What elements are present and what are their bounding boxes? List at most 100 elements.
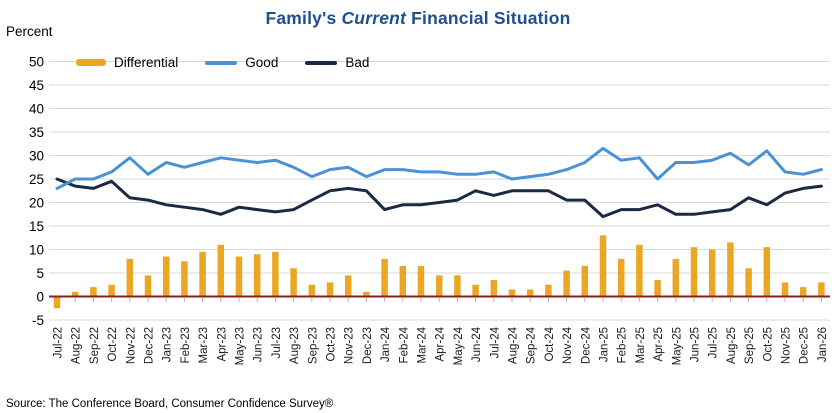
bar-differential xyxy=(617,258,625,297)
x-tick-label: Jan-24 xyxy=(380,326,392,362)
x-tick-label: Dec-24 xyxy=(580,326,592,364)
title-prefix: Family's xyxy=(265,8,342,28)
x-tick-label: Apr-23 xyxy=(216,327,228,362)
bar-differential xyxy=(708,249,716,297)
x-tick-label: Jan-23 xyxy=(162,327,174,362)
y-tick-label: 30 xyxy=(29,148,44,163)
y-tick-label: 10 xyxy=(29,242,44,257)
x-tick-label: Jul-25 xyxy=(708,327,720,358)
bar-differential xyxy=(763,247,771,297)
y-tick-label: -5 xyxy=(32,313,44,328)
x-tick-label: Oct-22 xyxy=(107,327,119,362)
x-tick-label: Dec-22 xyxy=(144,327,156,364)
x-tick-label: Mar-24 xyxy=(417,326,429,363)
bar-differential xyxy=(344,275,352,297)
y-tick-label: 35 xyxy=(29,125,44,140)
legend-label-bad: Bad xyxy=(345,55,370,70)
bar-differential xyxy=(290,268,297,297)
bar-differential xyxy=(181,261,188,297)
page-title: Family's Current Financial Situation xyxy=(0,8,836,29)
bar-differential xyxy=(636,244,643,297)
x-tick-label: May-25 xyxy=(671,327,683,365)
bar-differential xyxy=(599,235,607,297)
legend: Differential Good Bad xyxy=(76,55,369,70)
x-tick-label: Dec-23 xyxy=(362,327,374,364)
bar-differential xyxy=(399,265,407,297)
legend-item-bad: Bad xyxy=(305,55,369,70)
y-tick-label: 0 xyxy=(36,289,44,304)
x-tick-label: Sep-23 xyxy=(307,327,319,364)
x-tick-label: Feb-25 xyxy=(617,327,629,363)
bar-differential xyxy=(144,275,152,297)
line-good xyxy=(55,146,823,190)
bar-differential xyxy=(654,280,661,297)
legend-item-differential: Differential xyxy=(76,55,178,70)
y-tick-label: 50 xyxy=(29,54,44,69)
bar-differential xyxy=(818,282,825,297)
bar-differential xyxy=(199,251,206,297)
bar-differential xyxy=(217,244,225,297)
bar-differential xyxy=(326,282,334,297)
x-tick-label: Aug-22 xyxy=(71,327,83,364)
x-tick-label: Jul-24 xyxy=(489,326,501,358)
x-tick-label: May-23 xyxy=(235,327,247,365)
title-suffix: Financial Situation xyxy=(406,8,571,28)
x-tick-label: Sep-22 xyxy=(89,327,101,364)
legend-label-good: Good xyxy=(245,55,279,70)
bar-differential xyxy=(435,275,443,297)
legend-item-good: Good xyxy=(205,55,278,70)
x-tick-label: Jun-23 xyxy=(253,327,265,362)
line-bad xyxy=(55,177,823,219)
bar-differential xyxy=(53,296,61,309)
bar-differential xyxy=(799,287,807,297)
x-tick-label: Mar-23 xyxy=(198,327,210,363)
x-tick-label: Nov-24 xyxy=(562,326,574,364)
x-tick-label: Feb-24 xyxy=(398,326,410,363)
bar-differential xyxy=(417,265,425,297)
x-tick-label: Jul-23 xyxy=(271,327,283,358)
bar-differential xyxy=(235,256,243,297)
y-tick-label: 45 xyxy=(29,78,44,93)
title-emphasis: Current xyxy=(341,8,407,28)
bar-differential xyxy=(472,284,479,297)
bar-differential xyxy=(690,247,698,297)
x-tick-label: Oct-25 xyxy=(762,327,774,362)
bar-differential xyxy=(581,265,589,297)
x-tick-label: Mar-25 xyxy=(635,327,647,363)
x-tick-label: Sep-24 xyxy=(526,326,538,364)
bar-differential xyxy=(745,268,752,297)
bar-differential xyxy=(71,291,79,297)
x-tick-label: Nov-23 xyxy=(344,327,356,364)
bar-differential xyxy=(162,256,170,297)
x-tick-label: Nov-25 xyxy=(781,327,793,364)
bar-differential xyxy=(126,258,134,297)
source-note: Source: The Conference Board, Consumer C… xyxy=(6,398,334,410)
y-tick-label: 25 xyxy=(29,172,44,187)
y-tick-label: 5 xyxy=(36,266,44,281)
bar-differential xyxy=(563,270,570,297)
bar-differential xyxy=(108,284,115,297)
y-tick-label: 20 xyxy=(29,195,44,210)
bar-differential xyxy=(526,289,534,297)
x-tick-label: Oct-24 xyxy=(544,326,556,361)
bar-differential xyxy=(490,280,498,297)
differential-bar-swatch-icon xyxy=(76,59,106,66)
bar-differential xyxy=(781,282,789,297)
x-tick-label: Jul-22 xyxy=(53,327,65,358)
bar-differential xyxy=(272,251,279,297)
y-tick-label: 40 xyxy=(29,101,44,116)
x-tick-label: Sep-25 xyxy=(744,327,756,364)
good-line-swatch-icon xyxy=(205,60,238,65)
y-tick-label: 15 xyxy=(29,219,44,234)
x-tick-label: Nov-22 xyxy=(125,327,137,364)
x-tick-label: May-24 xyxy=(453,326,465,365)
bar-differential xyxy=(308,284,316,297)
x-tick-label: Dec-25 xyxy=(799,327,811,364)
y-axis-unit-label: Percent xyxy=(6,24,53,39)
x-tick-label: Aug-23 xyxy=(289,327,301,364)
bad-line-swatch-icon xyxy=(305,60,338,65)
bar-differential xyxy=(363,291,370,297)
x-tick-label: Feb-23 xyxy=(180,327,192,363)
x-tick-label: Apr-25 xyxy=(653,327,665,362)
